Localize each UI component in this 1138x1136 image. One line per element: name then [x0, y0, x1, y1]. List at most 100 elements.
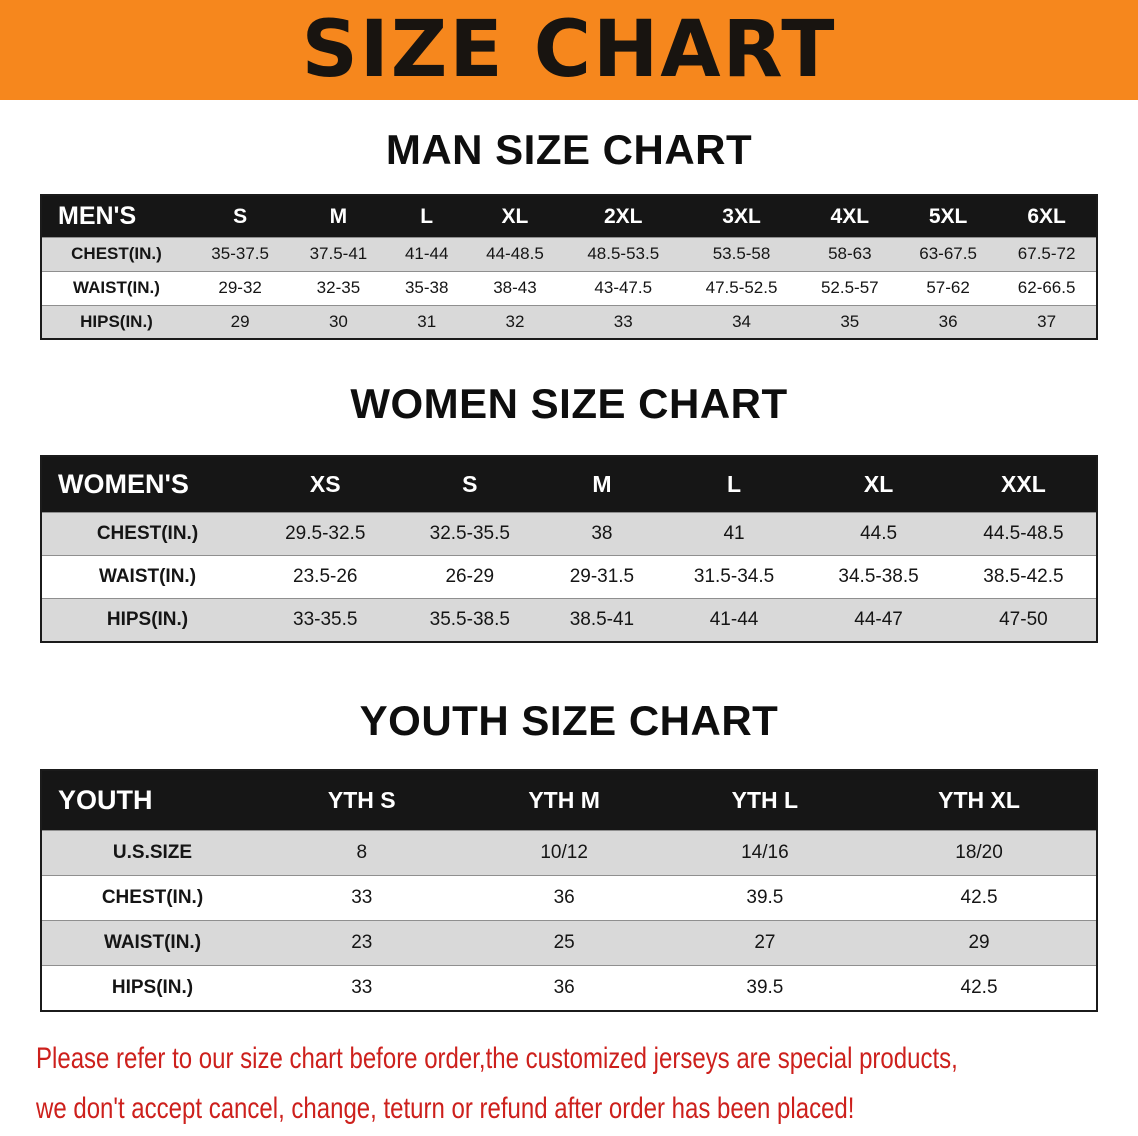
table-header-row: YOUTH YTH S YTH M YTH L YTH XL [41, 769, 1097, 831]
size-header-cell: L [661, 455, 807, 513]
table-header-row: MEN'S S M L XL 2XL 3XL 4XL 5XL 6XL [41, 195, 1097, 238]
data-cell: 38.5-41 [542, 598, 662, 642]
women-size-table: WOMEN'S XS S M L XL XXL CHEST(IN.) 29.5-32.5 32.5… [40, 454, 1098, 643]
data-cell: 39.5 [667, 875, 863, 921]
men-section-heading: MAN SIZE CHART [385, 126, 753, 173]
youth-size-section: YOUTH SIZE CHART YOUTH YTH S YTH M YTH L YTH… [0, 697, 1138, 1012]
row-label-cell: WAIST(IN.) [41, 920, 263, 966]
data-cell: 8 [263, 830, 461, 876]
data-cell: 32-35 [289, 270, 388, 306]
data-cell: 32.5-35.5 [397, 512, 543, 556]
data-cell: 52.5-57 [800, 270, 899, 306]
data-cell: 33-35.5 [253, 598, 398, 642]
data-cell: 33 [263, 875, 461, 921]
data-cell: 41-44 [387, 236, 466, 272]
men-size-table: MEN'S S M L XL 2XL 3XL 4XL 5XL 6XL CHEST(IN.) 35-37… [40, 194, 1098, 341]
size-header-cell: 5XL [898, 195, 998, 238]
data-cell: 29 [862, 920, 1097, 966]
row-label-cell: CHEST(IN.) [41, 875, 263, 921]
data-cell: 42.5 [862, 965, 1097, 1011]
size-header-cell: M [289, 195, 388, 238]
data-cell: 36 [898, 304, 998, 340]
row-label-cell: WAIST(IN.) [41, 270, 191, 306]
size-chart-banner: SIZE CHART [0, 0, 1138, 100]
size-header-cell: 6XL [997, 195, 1097, 238]
data-cell: 23 [263, 920, 461, 966]
data-cell: 14/16 [667, 830, 863, 876]
data-cell: 47-50 [950, 598, 1097, 642]
data-cell: 35-37.5 [191, 236, 290, 272]
row-label-cell: HIPS(IN.) [41, 304, 191, 340]
data-cell: 34 [682, 304, 801, 340]
table-title-cell: YOUTH [41, 769, 263, 831]
data-cell: 44-48.5 [465, 236, 565, 272]
data-cell: 44.5-48.5 [950, 512, 1097, 556]
women-size-section: WOMEN SIZE CHART WOMEN'S XS S M L XL XXL CHEST(… [0, 380, 1138, 643]
data-cell: 38-43 [465, 270, 565, 306]
table-title-cell: MEN'S [41, 195, 191, 238]
data-cell: 36 [460, 965, 668, 1011]
disclaimer-line-1: Please refer to our size chart before or… [36, 1036, 1138, 1086]
youth-section-heading: YOUTH SIZE CHART [359, 696, 779, 744]
size-header-cell: YTH M [460, 769, 668, 831]
table-header-row: WOMEN'S XS S M L XL XXL [41, 455, 1097, 513]
women-section-heading: WOMEN SIZE CHART [350, 380, 788, 428]
table-row: HIPS(IN.) 33-35.5 35.5-38.5 38.5-41 41-44 44-… [41, 598, 1097, 642]
disclaimer: Please refer to our size chart before or… [36, 1036, 1138, 1136]
data-cell: 35-38 [387, 270, 466, 306]
data-cell: 42.5 [862, 875, 1097, 921]
data-cell: 26-29 [397, 555, 543, 599]
size-header-cell: YTH XL [862, 769, 1097, 831]
data-cell: 58-63 [800, 236, 899, 272]
size-header-cell: XXL [950, 455, 1097, 513]
youth-size-table: YOUTH YTH S YTH M YTH L YTH XL U.S.SIZE 8 10/12… [40, 768, 1098, 1012]
data-cell: 47.5-52.5 [682, 270, 801, 306]
table-row: HIPS(IN.) 29 30 31 32 33 34 35 36 37 [41, 304, 1097, 340]
data-cell: 35.5-38.5 [397, 598, 543, 642]
table-row: CHEST(IN.) 33 36 39.5 42.5 [41, 875, 1097, 921]
row-label-cell: U.S.SIZE [41, 830, 263, 876]
size-header-cell: XL [806, 455, 951, 513]
data-cell: 29 [191, 304, 290, 340]
table-row: CHEST(IN.) 29.5-32.5 32.5-35.5 38 41 44.5 44.5… [41, 512, 1097, 556]
data-cell: 29-31.5 [542, 555, 662, 599]
data-cell: 44.5 [806, 512, 951, 556]
data-cell: 10/12 [460, 830, 668, 876]
data-cell: 27 [667, 920, 863, 966]
data-cell: 36 [460, 875, 668, 921]
table-row: CHEST(IN.) 35-37.5 37.5-41 41-44 44-48.5 48.5… [41, 236, 1097, 272]
data-cell: 29-32 [191, 270, 290, 306]
table-title-cell: WOMEN'S [41, 455, 253, 513]
data-cell: 31.5-34.5 [661, 555, 807, 599]
data-cell: 48.5-53.5 [564, 236, 683, 272]
data-cell: 32 [465, 304, 565, 340]
men-size-section: MAN SIZE CHART MEN'S S M L XL 2XL 3XL 4XL 5XL 6XL… [0, 126, 1138, 341]
data-cell: 41 [661, 512, 807, 556]
data-cell: 39.5 [667, 965, 863, 1011]
data-cell: 43-47.5 [564, 270, 683, 306]
banner-title: SIZE CHART [301, 5, 837, 95]
data-cell: 37 [997, 304, 1097, 340]
data-cell: 29.5-32.5 [253, 512, 398, 556]
data-cell: 33 [263, 965, 461, 1011]
data-cell: 23.5-26 [253, 555, 398, 599]
row-label-cell: CHEST(IN.) [41, 512, 253, 556]
disclaimer-line-1-text: Please refer to our size chart before or… [36, 1041, 958, 1075]
table-row: U.S.SIZE 8 10/12 14/16 18/20 [41, 830, 1097, 876]
size-header-cell: S [397, 455, 543, 513]
data-cell: 31 [387, 304, 466, 340]
size-header-cell: 3XL [682, 195, 801, 238]
size-header-cell: L [387, 195, 466, 238]
data-cell: 25 [460, 920, 668, 966]
table-row: WAIST(IN.) 23 25 27 29 [41, 920, 1097, 966]
table-row: HIPS(IN.) 33 36 39.5 42.5 [41, 965, 1097, 1011]
table-row: WAIST(IN.) 29-32 32-35 35-38 38-43 43-47.5 47.… [41, 270, 1097, 306]
size-header-cell: M [542, 455, 662, 513]
size-header-cell: YTH S [263, 769, 461, 831]
disclaimer-line-2-text: we don't accept cancel, change, teturn o… [36, 1091, 855, 1125]
size-header-cell: 2XL [564, 195, 683, 238]
data-cell: 38 [542, 512, 662, 556]
data-cell: 30 [289, 304, 388, 340]
data-cell: 41-44 [661, 598, 807, 642]
data-cell: 62-66.5 [997, 270, 1097, 306]
